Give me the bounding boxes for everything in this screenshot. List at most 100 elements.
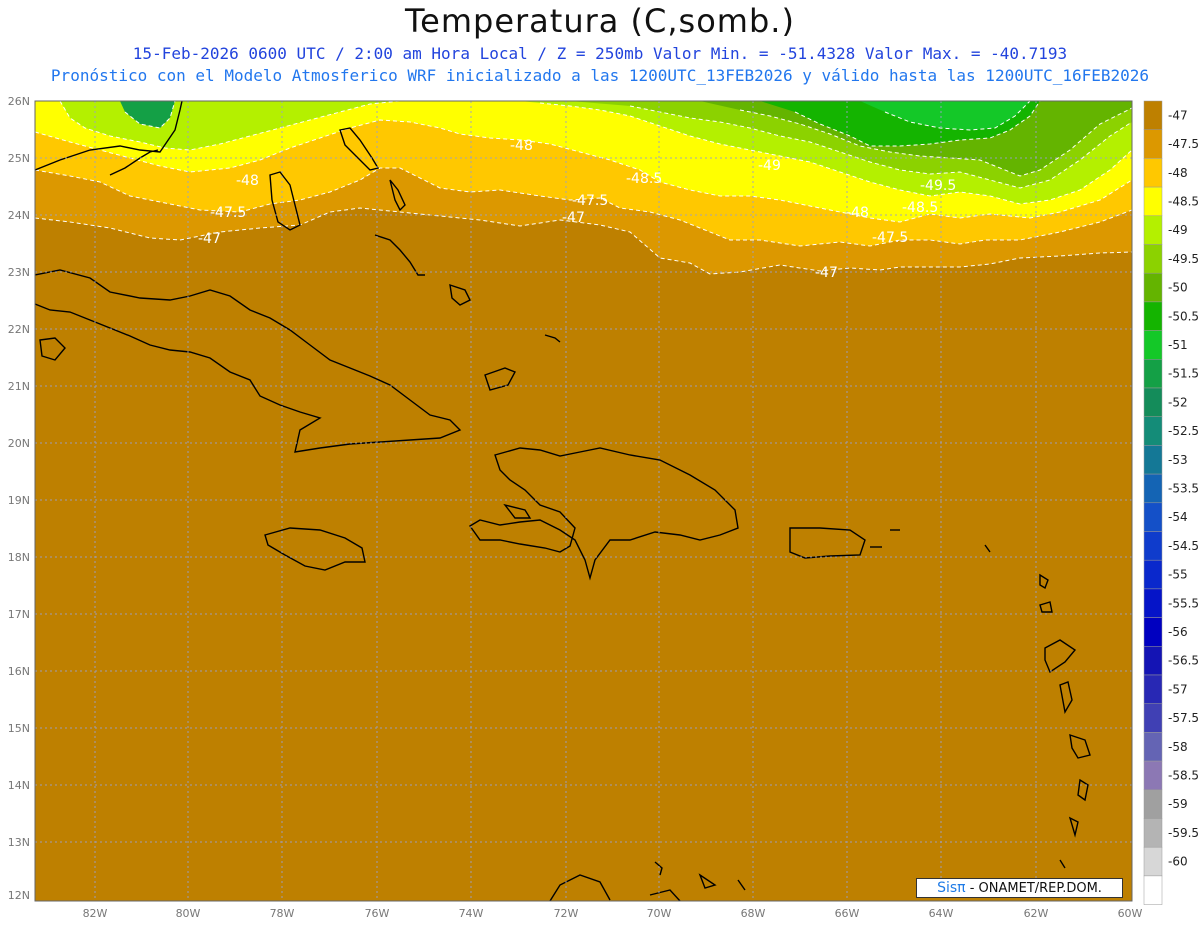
- colorbar-swatch: [1143, 301, 1163, 331]
- colorbar-swatch: [1143, 674, 1163, 704]
- contour-label: -48.5: [626, 171, 662, 187]
- colorbar-label: -60: [1168, 855, 1188, 869]
- lat-tick-label: 26N: [8, 95, 30, 108]
- colorbar-swatch: [1143, 416, 1163, 446]
- colorbar-label: -54.5: [1168, 539, 1199, 553]
- contour-line-47-5: [35, 167, 1132, 247]
- colorbar-swatch: [1143, 760, 1163, 791]
- colorbar-label: -50: [1168, 281, 1188, 295]
- colorbar-swatch: [1143, 100, 1163, 130]
- lon-tick-label: 78W: [270, 907, 295, 920]
- coast-bahamas-3: [374, 234, 425, 276]
- longitude-axis: 82W 80W 78W 76W 74W 72W 70W 68W 66W 64W …: [83, 907, 1143, 920]
- contour-line-51: [124, 101, 176, 129]
- colorbar-swatch: [1143, 473, 1163, 504]
- coast-cuba: [35, 269, 462, 453]
- colorbar-label: -57.5: [1168, 711, 1199, 725]
- coast-bahamas-2: [389, 179, 406, 212]
- coast-leeward-1: [984, 544, 991, 553]
- coast-venezuela: [549, 874, 611, 901]
- coast-aruba: [654, 861, 663, 876]
- lat-tick-label: 17N: [8, 608, 30, 621]
- coast-bonaire: [737, 879, 746, 891]
- coastlines: [35, 101, 1091, 901]
- lat-tick-label: 18N: [8, 551, 30, 564]
- lon-tick-label: 64W: [929, 907, 954, 920]
- lat-tick-label: 23N: [8, 266, 30, 279]
- contour-line-49: [629, 105, 1132, 189]
- field-level-51-5: [120, 101, 175, 128]
- coast-turks: [544, 334, 561, 343]
- contour-label: -48.5: [902, 200, 938, 216]
- lon-tick-label: 60W: [1118, 907, 1143, 920]
- colorbar-swatch: [1143, 502, 1163, 532]
- contour-label: -47: [198, 231, 221, 247]
- coast-florida: [35, 101, 183, 171]
- coast-bahamas-4: [449, 283, 471, 306]
- field-level-51: [860, 101, 1030, 130]
- contour-line-48: [35, 119, 1132, 223]
- colorbar-label: -59.5: [1168, 826, 1199, 840]
- sispi-logo: Sisπ: [937, 880, 966, 896]
- colorbar-swatch: [1143, 359, 1163, 389]
- lat-tick-label: 24N: [8, 209, 30, 222]
- colorbar-label: -47: [1168, 108, 1188, 122]
- colorbar-label: -48.5: [1168, 194, 1199, 208]
- contour-line-50-5: [884, 101, 1031, 131]
- forecast-time-line: 15-Feb-2026 0600 UTC / 2:00 am Hora Loca…: [132, 44, 1068, 63]
- grid-lines: [35, 101, 1132, 901]
- coast-antigua: [1039, 601, 1053, 613]
- colorbar-label: -59: [1168, 797, 1188, 811]
- colorbar-label: -48: [1168, 166, 1188, 180]
- contour-lines: [35, 101, 1132, 275]
- coast-dominica: [1059, 681, 1073, 714]
- contour-line-49-5: [739, 107, 1132, 177]
- lon-tick-label: 74W: [459, 907, 484, 920]
- colorbar-swatch: [1143, 732, 1163, 762]
- coast-gonave: [503, 503, 532, 519]
- lat-tick-label: 25N: [8, 152, 30, 165]
- coast-st-vincent: [1068, 816, 1079, 838]
- colorbar-label: -52.5: [1168, 424, 1199, 438]
- colorbar-swatch: [1143, 818, 1163, 848]
- colorbar-swatch: [1143, 846, 1163, 877]
- lon-tick-label: 66W: [835, 907, 860, 920]
- credit-text: - ONAMET/REP.DOM.: [965, 881, 1102, 896]
- contour-label: -49.5: [920, 178, 956, 194]
- colorbar-swatch: [1143, 272, 1163, 303]
- lat-tick-label: 16N: [8, 665, 30, 678]
- colorbar-swatch: [1143, 129, 1163, 159]
- colorbar-swatch: [1143, 244, 1163, 274]
- lon-tick-label: 82W: [83, 907, 108, 920]
- colorbar-label: -53: [1168, 453, 1188, 467]
- coast-colombia: [649, 889, 681, 901]
- colorbar-swatch: [1143, 215, 1163, 245]
- shaded-field: [35, 101, 1132, 901]
- lon-tick-label: 62W: [1024, 907, 1049, 920]
- colorbar-swatch: [1143, 158, 1163, 188]
- lat-tick-label: 20N: [8, 437, 30, 450]
- colorbar-swatch: [1143, 789, 1163, 819]
- plot-frame: [34, 100, 1133, 902]
- lon-tick-label: 68W: [741, 907, 766, 920]
- contour-label: -49: [758, 158, 781, 174]
- coast-puerto-rico: [789, 527, 866, 559]
- lat-tick-label: 12N: [8, 889, 30, 902]
- coast-jamaica: [264, 527, 366, 571]
- colorbar-label: -52: [1168, 395, 1188, 409]
- coast-st-lucia: [1077, 778, 1089, 802]
- coast-leeward-2: [1039, 573, 1049, 590]
- contour-label: -47: [815, 265, 838, 281]
- lat-tick-label: 19N: [8, 494, 30, 507]
- lat-tick-label: 14N: [8, 779, 30, 792]
- model-info-line: Pronóstico con el Modelo Atmosferico WRF…: [50, 66, 1150, 85]
- latitude-axis: 26N 25N 24N 23N 22N 21N 20N 19N 18N 17N …: [8, 95, 30, 902]
- colorbar-label: -55: [1168, 568, 1188, 582]
- contour-line-50: [794, 101, 1041, 147]
- lat-tick-label: 13N: [8, 836, 30, 849]
- coast-hispaniola: [468, 447, 739, 581]
- contour-label: -47.5: [210, 205, 246, 221]
- colorbar-label: -51.5: [1168, 367, 1199, 381]
- colorbar-label: -56.5: [1168, 654, 1199, 668]
- coast-bahamas-andros: [269, 171, 301, 231]
